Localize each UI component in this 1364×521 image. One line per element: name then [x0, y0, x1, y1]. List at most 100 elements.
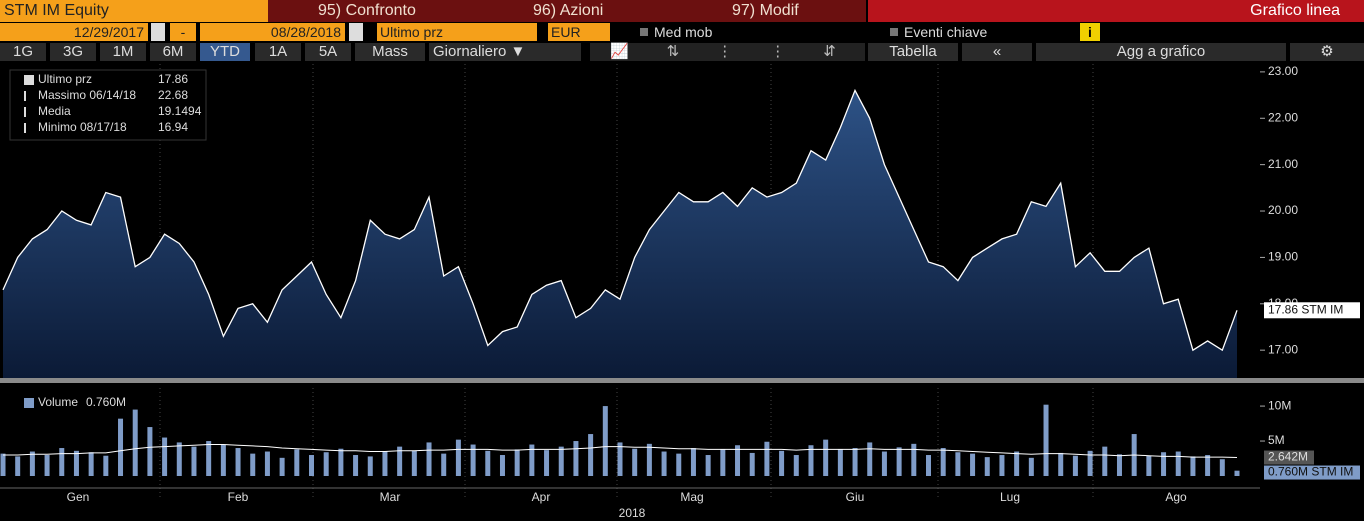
volume-bar [881, 451, 887, 476]
volume-bar [970, 453, 976, 476]
volume-bar [338, 448, 344, 476]
volume-bar [984, 457, 990, 476]
month-label: Ago [1165, 490, 1187, 504]
ma-label: 2.642M [1268, 450, 1308, 464]
add-button[interactable]: Agg a grafico [1036, 43, 1286, 61]
ma-label-box [1264, 450, 1314, 465]
volume-bar [29, 451, 35, 476]
volume-bar [926, 455, 931, 476]
period-button[interactable]: Mass [355, 43, 425, 61]
chart-tools[interactable]: 📈⇅⋮⋮⇵ [590, 43, 865, 61]
period-button[interactable]: 1A [255, 43, 301, 61]
info-icon[interactable]: i [1080, 23, 1100, 41]
volume-ma-line [3, 444, 1238, 458]
period-button[interactable]: 3G [50, 43, 96, 61]
collapse-button[interactable]: « [962, 43, 1032, 61]
volume-bar [676, 453, 682, 476]
start-date[interactable]: 12/29/2017 [0, 23, 148, 41]
volume-bar [279, 457, 285, 476]
volume-bar [1102, 446, 1108, 476]
view-title: Grafico linea [868, 0, 1364, 22]
legend-icon [24, 75, 34, 85]
checkbox[interactable] [890, 28, 898, 36]
key-events[interactable]: Eventi chiave [904, 24, 988, 40]
settings-button[interactable]: ⚙ [1290, 43, 1364, 61]
legend-icon [24, 123, 26, 133]
volume-bar [1058, 452, 1064, 476]
volume-bar [735, 445, 741, 476]
dash: - [170, 23, 196, 41]
volume-bar [1146, 455, 1152, 476]
legend-label: Massimo 06/14/18 [38, 88, 136, 102]
volume-bar [690, 448, 696, 476]
last-volume-box [1264, 465, 1360, 480]
price-line [2, 88, 1238, 352]
table-button[interactable]: Tabella [868, 43, 958, 61]
volume-bar [1014, 451, 1020, 476]
y-tick-label: 17.00 [1268, 342, 1298, 356]
period-button[interactable]: 1G [0, 43, 46, 61]
volume-bar [59, 448, 65, 476]
volume-bar [1161, 452, 1167, 476]
volume-bar [617, 442, 623, 476]
period-button[interactable]: 5A [305, 43, 351, 61]
volume-bar [632, 448, 638, 476]
last-price-box [1264, 302, 1360, 319]
volume-bar [999, 455, 1005, 476]
end-date[interactable]: 08/28/2018 [200, 23, 345, 41]
legend-value: 16.94 [158, 120, 188, 134]
menu[interactable]: 96) Azioni [485, 0, 665, 22]
security[interactable]: STM IM Equity [0, 0, 268, 22]
period-button[interactable]: 1M [100, 43, 146, 61]
volume-bar [147, 427, 153, 476]
period-button[interactable]: YTD [200, 43, 250, 61]
month-label: Mar [380, 490, 401, 504]
legend-label: Minimo 08/17/18 [38, 120, 127, 134]
volume-bar [867, 442, 873, 476]
volume-bar [1219, 459, 1225, 476]
field-select[interactable]: Ultimo prz [377, 23, 537, 41]
volume-bar [264, 451, 270, 476]
volume-bar [485, 450, 491, 476]
frequency-label: Giornaliero [433, 43, 507, 60]
legend-value: 22.68 [158, 88, 188, 102]
volume-bar [73, 450, 79, 476]
volume-bar [852, 448, 858, 476]
legend-icon [24, 107, 26, 117]
volume-bar [103, 455, 109, 476]
y-tick-label: 22.00 [1268, 110, 1298, 124]
volume-bar [1234, 470, 1240, 476]
volume-bar [206, 441, 212, 476]
frequency[interactable]: Giornaliero ▼ [429, 43, 581, 61]
volume-bar [470, 444, 476, 476]
legend-label: Media [38, 104, 71, 118]
volume-bar [88, 452, 94, 476]
volume-bar [441, 453, 447, 476]
period-button[interactable]: 6M [150, 43, 196, 61]
volume-bar [0, 453, 6, 476]
calendar-icon[interactable] [349, 23, 363, 41]
currency-select[interactable]: EUR [548, 23, 610, 41]
volume-bar [588, 434, 594, 476]
volume-bar [499, 455, 505, 476]
y-tick-label: 23.00 [1268, 64, 1298, 78]
volume-bar [544, 450, 550, 476]
y-tick-label: 19.00 [1268, 250, 1298, 264]
volume-bar [823, 439, 829, 476]
volume-bar [808, 445, 814, 476]
volume-bar [455, 439, 461, 476]
moving-average[interactable]: Med mob [654, 24, 713, 40]
panel-separator [0, 378, 1364, 383]
checkbox[interactable] [640, 28, 648, 36]
month-label: Gen [67, 490, 90, 504]
volume-bar [426, 442, 432, 476]
month-label: Feb [228, 490, 249, 504]
legend-box [9, 69, 207, 141]
menu[interactable]: 97) Modif [666, 0, 866, 22]
volume-bar [1087, 450, 1093, 476]
calendar-icon[interactable] [151, 23, 165, 41]
volume-bar [911, 443, 917, 476]
legend-value: 19.1494 [158, 104, 202, 118]
volume-bar [720, 449, 726, 476]
